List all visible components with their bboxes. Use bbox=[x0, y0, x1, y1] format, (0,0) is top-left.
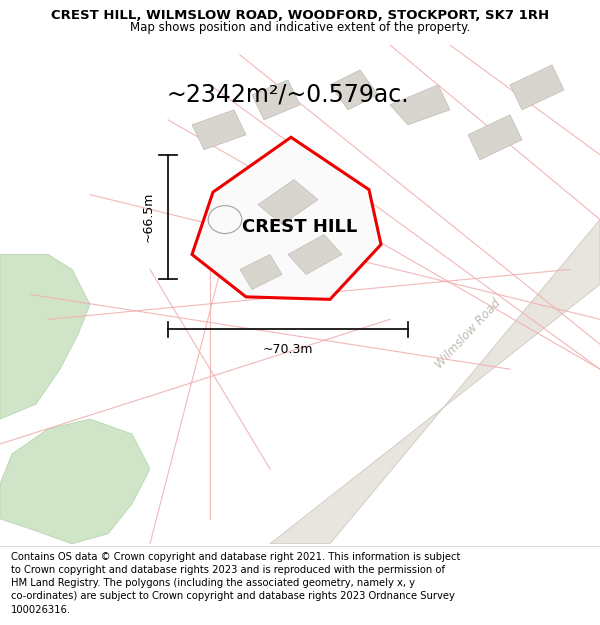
Polygon shape bbox=[192, 138, 381, 299]
Polygon shape bbox=[270, 219, 600, 544]
Text: Wilmslow Road: Wilmslow Road bbox=[433, 297, 503, 371]
Polygon shape bbox=[390, 85, 450, 125]
Text: ~66.5m: ~66.5m bbox=[142, 192, 155, 242]
Text: Contains OS data © Crown copyright and database right 2021. This information is : Contains OS data © Crown copyright and d… bbox=[11, 552, 460, 614]
Polygon shape bbox=[0, 419, 150, 544]
Polygon shape bbox=[192, 110, 246, 150]
Text: ~2342m²/~0.579ac.: ~2342m²/~0.579ac. bbox=[167, 83, 409, 107]
Text: ~70.3m: ~70.3m bbox=[263, 343, 313, 356]
Text: CREST HILL: CREST HILL bbox=[242, 218, 358, 236]
Text: Map shows position and indicative extent of the property.: Map shows position and indicative extent… bbox=[130, 21, 470, 34]
Text: CREST HILL, WILMSLOW ROAD, WOODFORD, STOCKPORT, SK7 1RH: CREST HILL, WILMSLOW ROAD, WOODFORD, STO… bbox=[51, 9, 549, 22]
Polygon shape bbox=[510, 65, 564, 110]
Polygon shape bbox=[240, 254, 282, 289]
Polygon shape bbox=[0, 254, 90, 419]
Polygon shape bbox=[252, 80, 300, 120]
Polygon shape bbox=[258, 179, 318, 224]
Polygon shape bbox=[330, 70, 378, 110]
Polygon shape bbox=[468, 115, 522, 160]
Polygon shape bbox=[288, 234, 342, 274]
